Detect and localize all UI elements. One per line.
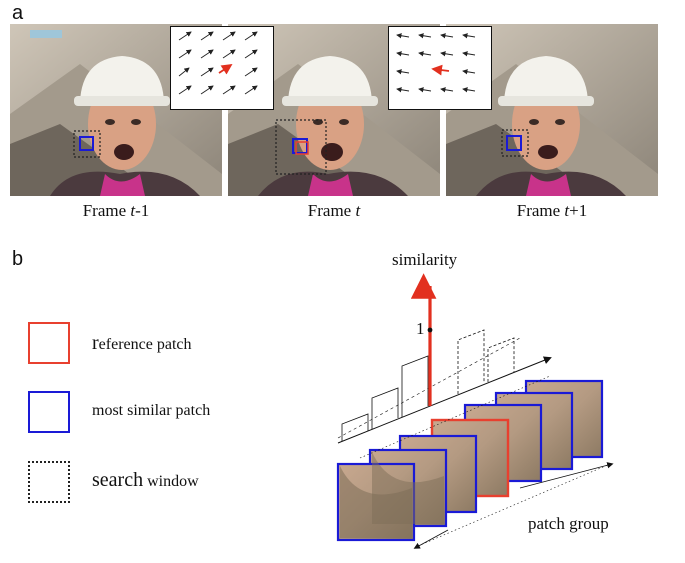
- frame-label-next: Frame t+1: [516, 201, 588, 220]
- motion-field-inset-prev: [170, 26, 274, 110]
- patch-group-diagram: similarity 1 patch group: [320, 248, 620, 563]
- patch-stack: [336, 379, 604, 542]
- similar-patch-box: [79, 136, 94, 151]
- patch-group-axis-end: [519, 462, 614, 489]
- tick-one-dot: [427, 327, 433, 333]
- person-figure: [50, 56, 200, 196]
- similar-patch-box: [292, 138, 308, 154]
- tick-one-label: 1: [416, 319, 425, 338]
- panel-letter-a: a: [12, 2, 24, 24]
- similarity-bars: [341, 329, 515, 441]
- legend-search-label: search window: [92, 469, 199, 491]
- similarity-base-line: [337, 356, 552, 444]
- patch-group-axis-start: [413, 529, 449, 549]
- reference-patch-box: [295, 141, 309, 155]
- person-figure: [476, 56, 626, 196]
- legend-reference-swatch: [28, 322, 70, 364]
- patch-group-axis-dotted: [417, 463, 611, 547]
- patch-stack-top-dotted: [359, 375, 551, 459]
- legend-search-swatch: [28, 461, 70, 503]
- similar-patch-box: [506, 135, 522, 151]
- legend-similar-label: most similar patch: [92, 402, 211, 419]
- frame-label-current: Frame t: [307, 201, 361, 220]
- legend-similar-swatch: [28, 391, 70, 433]
- search-window-box: [501, 129, 529, 157]
- panel-letter-b: b: [12, 248, 24, 270]
- similarity-axis-label: similarity: [392, 250, 458, 269]
- legend-reference-label: reference patch: [92, 332, 192, 354]
- patch-group-label: patch group: [528, 514, 609, 533]
- motion-field-inset-next: [388, 26, 492, 110]
- search-window-box: [73, 130, 101, 158]
- search-window-box: [275, 119, 327, 175]
- frame-label-prev: Frame t-1: [82, 201, 150, 220]
- person-figure: [258, 56, 408, 196]
